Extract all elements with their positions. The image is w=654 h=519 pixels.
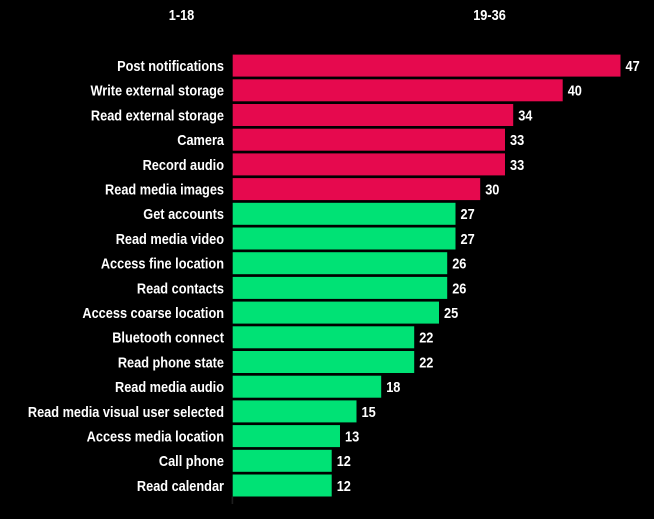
svg-text:Read external storage: Read external storage [91, 106, 224, 123]
svg-text:22: 22 [419, 329, 433, 346]
svg-text:26: 26 [452, 279, 466, 296]
svg-text:13: 13 [345, 427, 359, 444]
svg-text:Read media visual user selecte: Read media visual user selected [28, 403, 224, 420]
svg-text:40: 40 [568, 82, 582, 99]
svg-text:Read media images: Read media images [105, 180, 224, 197]
svg-text:Call phone: Call phone [159, 452, 224, 469]
svg-text:12: 12 [337, 477, 351, 494]
svg-text:Bluetooth connect: Bluetooth connect [112, 329, 224, 346]
svg-text:25: 25 [444, 304, 458, 321]
svg-text:Write external storage: Write external storage [90, 82, 224, 99]
svg-text:Camera: Camera [177, 131, 224, 148]
svg-text:30: 30 [485, 180, 499, 197]
svg-text:26: 26 [452, 255, 466, 272]
svg-text:Post notifications: Post notifications [117, 57, 224, 74]
svg-text:18: 18 [386, 378, 400, 395]
svg-text:Access fine location: Access fine location [101, 255, 224, 272]
svg-text:Access media location: Access media location [87, 427, 224, 444]
svg-text:27: 27 [461, 205, 475, 222]
svg-text:1-18: 1-18 [169, 6, 195, 23]
svg-text:34: 34 [518, 106, 532, 123]
svg-text:Access coarse location: Access coarse location [82, 304, 224, 321]
svg-text:27: 27 [461, 230, 475, 247]
svg-text:Read media audio: Read media audio [115, 378, 224, 395]
svg-text:19-36: 19-36 [473, 6, 506, 23]
svg-text:Read media video: Read media video [116, 230, 224, 247]
svg-text:33: 33 [510, 156, 524, 173]
svg-text:Record audio: Record audio [143, 156, 224, 173]
svg-text:12: 12 [337, 452, 351, 469]
svg-text:Read phone state: Read phone state [118, 353, 224, 370]
svg-text:22: 22 [419, 353, 433, 370]
svg-text:33: 33 [510, 131, 524, 148]
svg-text:Read contacts: Read contacts [137, 279, 224, 296]
svg-text:Get accounts: Get accounts [143, 205, 224, 222]
svg-text:Read calendar: Read calendar [137, 477, 225, 494]
svg-text:47: 47 [626, 57, 640, 74]
svg-text:15: 15 [362, 403, 376, 420]
